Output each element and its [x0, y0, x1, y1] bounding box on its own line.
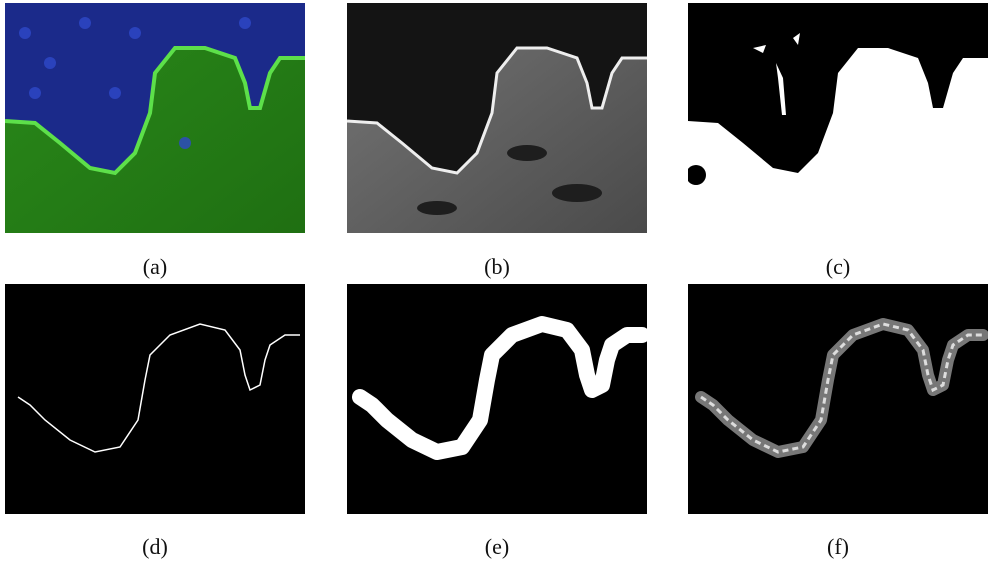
- caption: (a): [5, 254, 305, 280]
- caption: (c): [688, 254, 988, 280]
- caption: (f): [688, 534, 988, 560]
- caption: (b): [347, 254, 647, 280]
- figure: (a) (b) (c) (d) (e) (f) (() => { const d…: [0, 0, 992, 565]
- caption: (e): [347, 534, 647, 560]
- image-e: [347, 284, 647, 514]
- image-c: [688, 3, 988, 233]
- image-f: [688, 284, 988, 514]
- caption: (d): [5, 534, 305, 560]
- image-b: [347, 3, 647, 233]
- image-a: [5, 3, 305, 233]
- image-d: [5, 284, 305, 514]
